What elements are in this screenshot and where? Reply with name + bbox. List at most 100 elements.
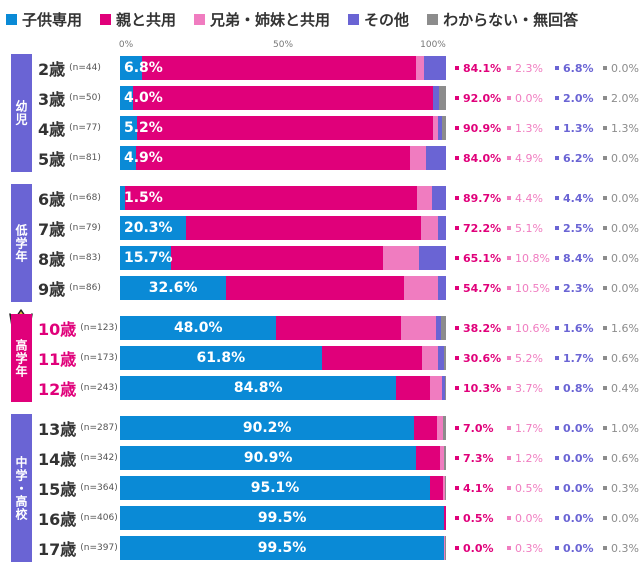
row-label: 15歳 (n=364) [38, 475, 118, 501]
value-marker [455, 286, 459, 290]
value-marker [603, 196, 607, 200]
value-text: 5.2% [515, 351, 543, 365]
bar-row: 15.7% [120, 246, 446, 270]
sample-size: (n=287) [80, 423, 118, 433]
bar-segment-unknown [444, 376, 446, 400]
value-item: 0.3% [603, 482, 640, 495]
value-marker [555, 516, 559, 520]
sample-size: (n=83) [69, 253, 101, 263]
bar-segment-shared-parent [444, 506, 446, 530]
value-item: 90.9% [455, 122, 507, 135]
sample-size: (n=173) [80, 353, 118, 363]
value-item: 4.4% [555, 192, 603, 205]
value-marker [507, 456, 511, 460]
value-text: 0.3% [515, 541, 543, 555]
value-item: 7.3% [455, 452, 507, 465]
value-marker [603, 456, 607, 460]
value-item: 84.1% [455, 62, 507, 75]
value-item: 5.1% [507, 222, 555, 235]
value-marker [455, 386, 459, 390]
value-item: 0.0% [555, 512, 603, 525]
value-text: 5.1% [515, 221, 543, 235]
sample-size: (n=364) [80, 483, 118, 493]
value-marker [555, 326, 559, 330]
sample-size: (n=243) [80, 383, 118, 393]
legend-swatch [427, 13, 439, 25]
bar-value-label: 32.6% [148, 280, 198, 296]
value-text: 89.7% [463, 191, 502, 205]
value-item: 1.3% [603, 122, 640, 135]
legend-item: 子供専用 [6, 9, 82, 30]
value-item: 1.2% [507, 452, 555, 465]
bar-segment-shared-sibling [417, 186, 432, 210]
value-marker [507, 156, 511, 160]
age-label: 4歳 [38, 120, 66, 139]
bar-segment-child-only [120, 446, 417, 470]
value-text: 0.6% [611, 351, 639, 365]
bar-segment-shared-parent [226, 276, 405, 300]
value-marker [455, 66, 459, 70]
bar-value-label: 15.7% [124, 250, 173, 266]
row-label: 13歳 (n=287) [38, 415, 118, 441]
value-marker [603, 66, 607, 70]
value-text: 4.4% [515, 191, 543, 205]
bar-row: 99.5% [120, 506, 446, 530]
sample-size: (n=86) [69, 283, 101, 293]
value-text: 0.0% [563, 541, 594, 555]
bar-segment-shared-sibling [440, 446, 445, 470]
value-item: 1.0% [603, 422, 640, 435]
bar-segment-shared-parent [124, 186, 418, 210]
legend-item: 親と共用 [100, 9, 176, 30]
value-item: 0.3% [603, 542, 640, 555]
value-item: 6.2% [555, 152, 603, 165]
value-text: 0.0% [515, 91, 543, 105]
value-item: 0.5% [455, 512, 507, 525]
value-marker [555, 356, 559, 360]
bar-value-label: 90.9% [243, 450, 293, 466]
value-item: 2.5% [555, 222, 603, 235]
value-item: 1.6% [555, 322, 603, 335]
bar-segment-child-only [120, 276, 227, 300]
value-list: 0.5% 0.0% 0.0% 0.0% [455, 506, 640, 530]
bar-value-label: 1.5% [124, 190, 163, 206]
value-item: 0.8% [555, 382, 603, 395]
value-marker [455, 326, 459, 330]
value-list: 89.7% 4.4% 4.4% 0.0% [455, 186, 640, 210]
value-marker [455, 126, 459, 130]
age-label: 12歳 [38, 380, 77, 399]
bar-value-label: 84.8% [233, 380, 283, 396]
row-label: 14歳 (n=342) [38, 445, 118, 471]
value-marker [507, 516, 511, 520]
bar-segment-child-only [120, 316, 277, 340]
legend-label: わからない・無回答 [443, 10, 579, 29]
bar-value-label: 90.2% [242, 420, 292, 436]
group-label: 高学年 [11, 314, 32, 402]
group-label: 低学年 [11, 184, 32, 302]
bar-segment-unknown [445, 536, 446, 560]
bar-segment-other [423, 56, 446, 80]
bar-segment-unknown [444, 446, 446, 470]
bar-segment-child-only [120, 536, 445, 560]
bar-segment-shared-sibling [430, 376, 443, 400]
value-text: 0.6% [611, 451, 639, 465]
value-text: 2.3% [563, 281, 594, 295]
sample-size: (n=77) [69, 123, 101, 133]
value-text: 0.3% [611, 541, 639, 555]
bar-row: 5.2% [120, 116, 446, 140]
value-marker [455, 226, 459, 230]
bar-value-label: 20.3% [124, 220, 173, 236]
bar-segment-shared-sibling [409, 146, 426, 170]
bar-row: 99.5% [120, 536, 446, 560]
bar-row: 6.8% [120, 56, 446, 80]
bar-segment-child-only [120, 216, 187, 240]
value-item: 0.6% [603, 352, 640, 365]
value-item: 0.0% [507, 512, 555, 525]
value-marker [555, 226, 559, 230]
value-marker [455, 356, 459, 360]
value-marker [507, 356, 511, 360]
bar-segment-child-only [120, 476, 431, 500]
value-marker [455, 96, 459, 100]
bar-value-label: 5.2% [124, 120, 163, 136]
sample-size: (n=50) [69, 93, 101, 103]
bar-row: 20.3% [120, 216, 446, 240]
